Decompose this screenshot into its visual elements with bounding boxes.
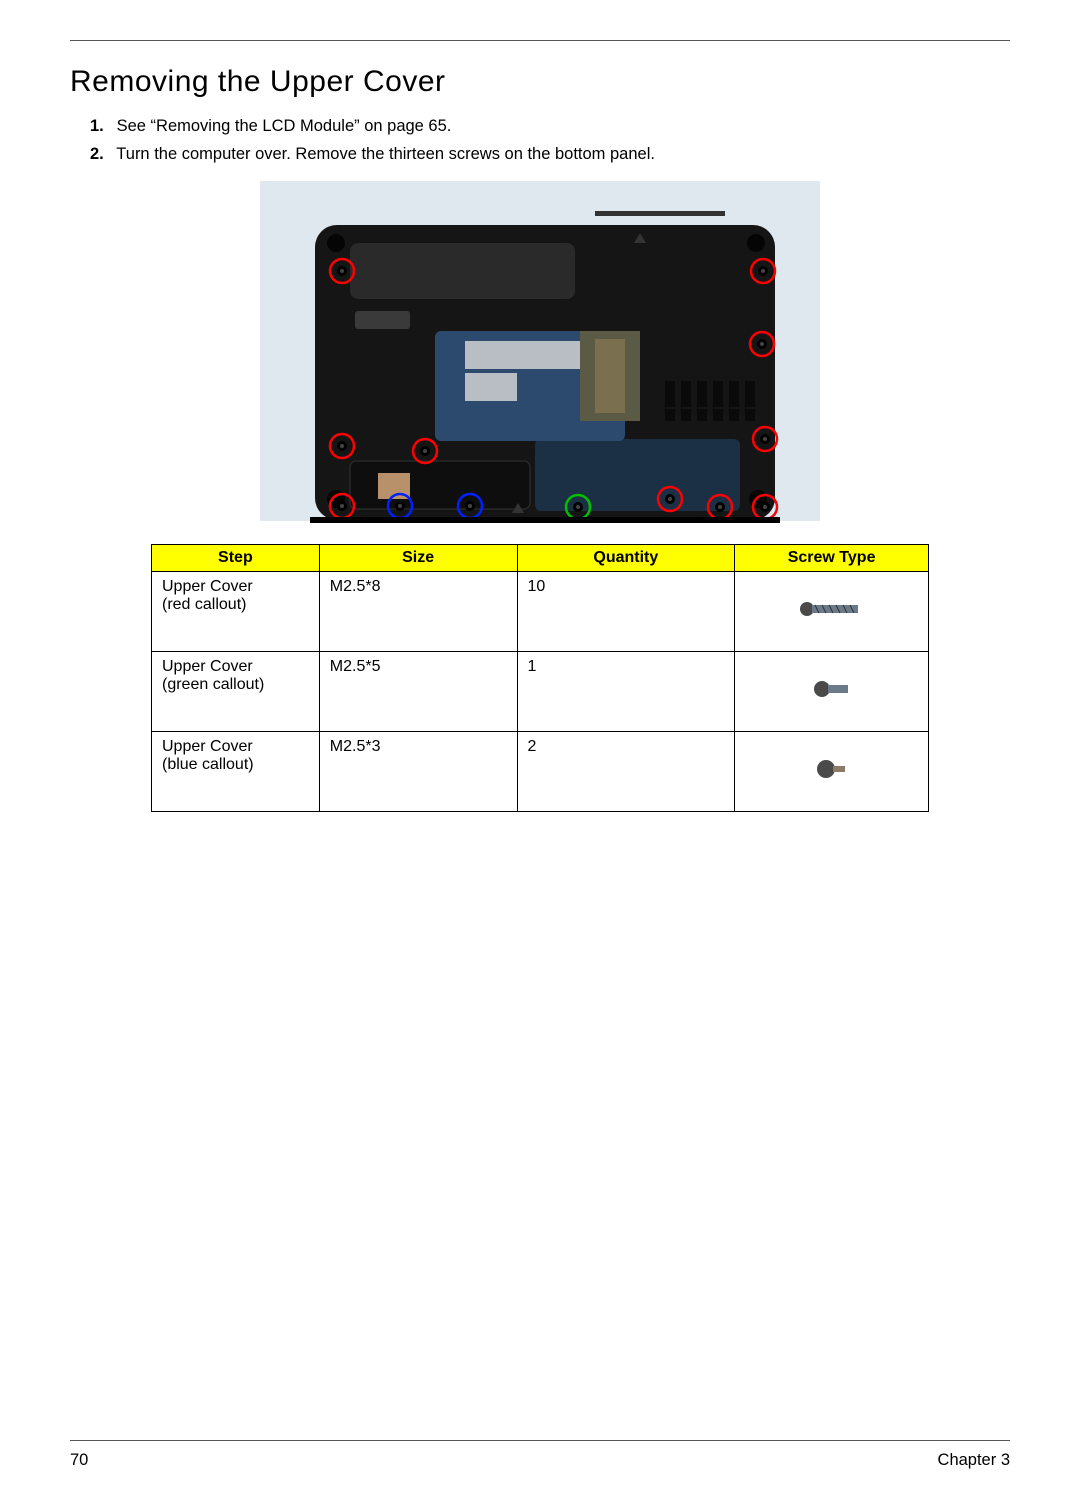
cell-qty: 1 xyxy=(517,651,735,731)
step-line1: Upper Cover xyxy=(162,738,309,756)
laptop-bottom-figure xyxy=(260,181,820,523)
th-size: Size xyxy=(319,544,517,571)
cell-qty: 2 xyxy=(517,731,735,811)
table-row: Upper Cover (red callout) M2.5*8 10 xyxy=(152,571,929,651)
table-header-row: Step Size Quantity Screw Type xyxy=(152,544,929,571)
th-qty: Quantity xyxy=(517,544,735,571)
table-row: Upper Cover (blue callout) M2.5*3 2 xyxy=(152,731,929,811)
cell-qty: 10 xyxy=(517,571,735,651)
step-line1: Upper Cover xyxy=(162,658,309,676)
step-2-text: Turn the computer over. Remove the thirt… xyxy=(116,145,655,163)
cell-screw-type xyxy=(735,651,929,731)
th-step: Step xyxy=(152,544,320,571)
step-2-num: 2. xyxy=(90,143,112,167)
page-number: 70 xyxy=(70,1451,88,1470)
cell-step: Upper Cover (green callout) xyxy=(152,651,320,731)
screw-short-icon xyxy=(812,754,852,784)
cell-screw-type xyxy=(735,571,929,651)
cell-size: M2.5*3 xyxy=(319,731,517,811)
cell-step: Upper Cover (blue callout) xyxy=(152,731,320,811)
page-footer: 70 Chapter 3 xyxy=(70,1440,1010,1470)
screw-medium-icon xyxy=(810,674,854,704)
chapter-label: Chapter 3 xyxy=(938,1451,1010,1470)
step-2: 2. Turn the computer over. Remove the th… xyxy=(90,143,1010,167)
step-1: 1. See “Removing the LCD Module” on page… xyxy=(90,115,1010,139)
step-line2: (red callout) xyxy=(162,596,309,614)
step-1-text: See “Removing the LCD Module” on page 65… xyxy=(117,117,452,135)
footer-rule xyxy=(70,1440,1010,1441)
screw-table: Step Size Quantity Screw Type Upper Cove… xyxy=(151,544,929,812)
cell-step: Upper Cover (red callout) xyxy=(152,571,320,651)
table-row: Upper Cover (green callout) M2.5*5 1 xyxy=(152,651,929,731)
step-line1: Upper Cover xyxy=(162,578,309,596)
cell-size: M2.5*5 xyxy=(319,651,517,731)
step-1-num: 1. xyxy=(90,115,112,139)
step-line2: (blue callout) xyxy=(162,756,309,774)
screw-long-icon xyxy=(797,596,867,622)
th-type: Screw Type xyxy=(735,544,929,571)
cell-size: M2.5*8 xyxy=(319,571,517,651)
procedure-steps: 1. See “Removing the LCD Module” on page… xyxy=(70,115,1010,167)
step-line2: (green callout) xyxy=(162,676,309,694)
top-rule xyxy=(70,40,1010,41)
cell-screw-type xyxy=(735,731,929,811)
section-title: Removing the Upper Cover xyxy=(70,65,1010,99)
